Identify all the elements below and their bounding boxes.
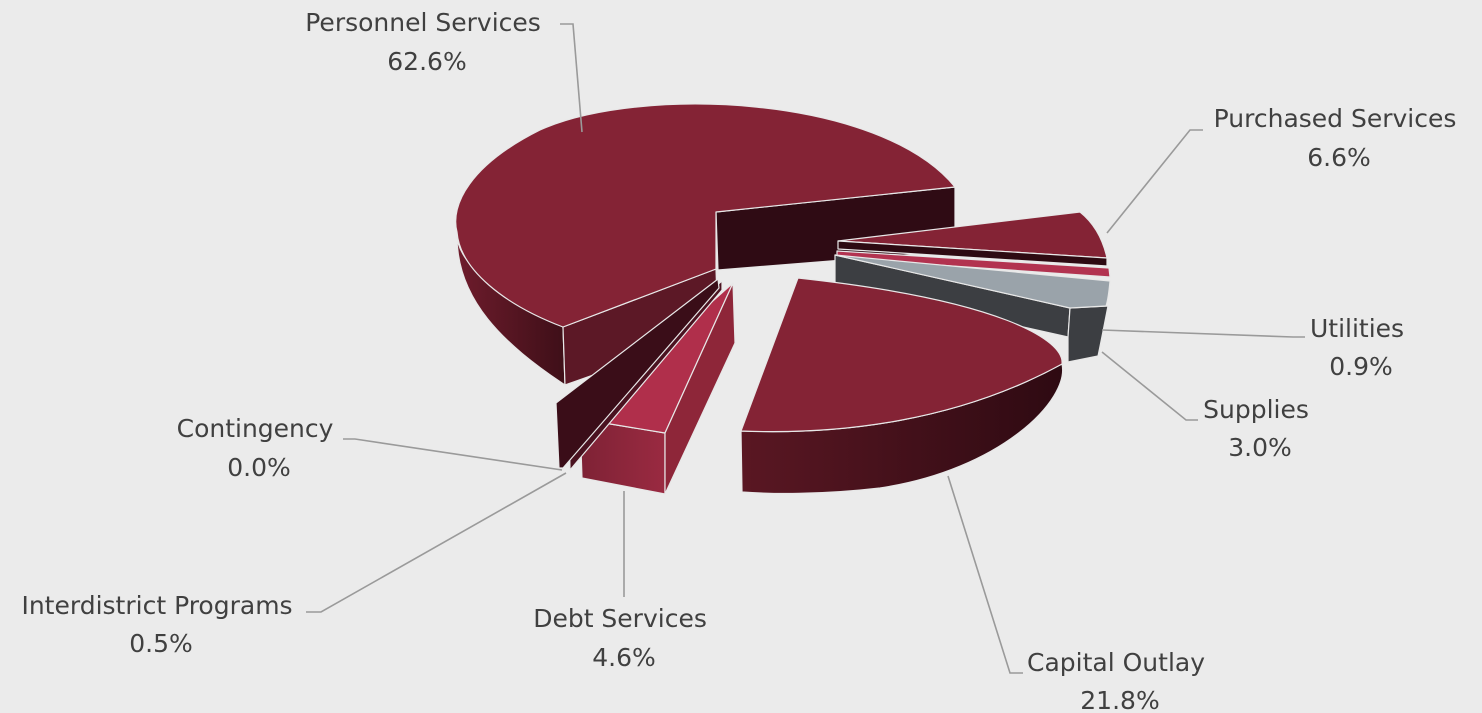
- leader-utilities: [1101, 329, 1305, 338]
- pie-slice-supplies: [834, 254, 1111, 363]
- pie-slice-capital-outlay: [740, 277, 1064, 495]
- label-capital-outlay: Capital Outlay 21.8%: [1027, 648, 1213, 713]
- leader-contingency: [343, 438, 563, 471]
- leader-capital-outlay: [947, 475, 1023, 674]
- slice-labels: Personnel Services 62.6% Purchased Servi…: [21, 8, 1465, 713]
- label-debt-services: Debt Services 4.6%: [533, 604, 715, 672]
- pie-slice-purchased-services: [837, 211, 1108, 267]
- label-purchased-services: Purchased Services 6.6%: [1214, 104, 1465, 172]
- label-utilities: Utilities 0.9%: [1310, 314, 1412, 381]
- leader-purchased-services: [1106, 129, 1203, 234]
- leader-personnel-services: [560, 23, 583, 133]
- pie-slice-contingency: [555, 278, 720, 469]
- leader-interdistrict-programs: [306, 472, 567, 613]
- label-contingency: Contingency 0.0%: [177, 414, 342, 482]
- label-interdistrict-programs: Interdistrict Programs 0.5%: [21, 591, 300, 658]
- leader-supplies: [1101, 351, 1198, 421]
- label-supplies: Supplies 3.0%: [1203, 395, 1317, 462]
- leader-lines: [306, 23, 1305, 674]
- label-personnel-services: Personnel Services 62.6%: [305, 8, 549, 76]
